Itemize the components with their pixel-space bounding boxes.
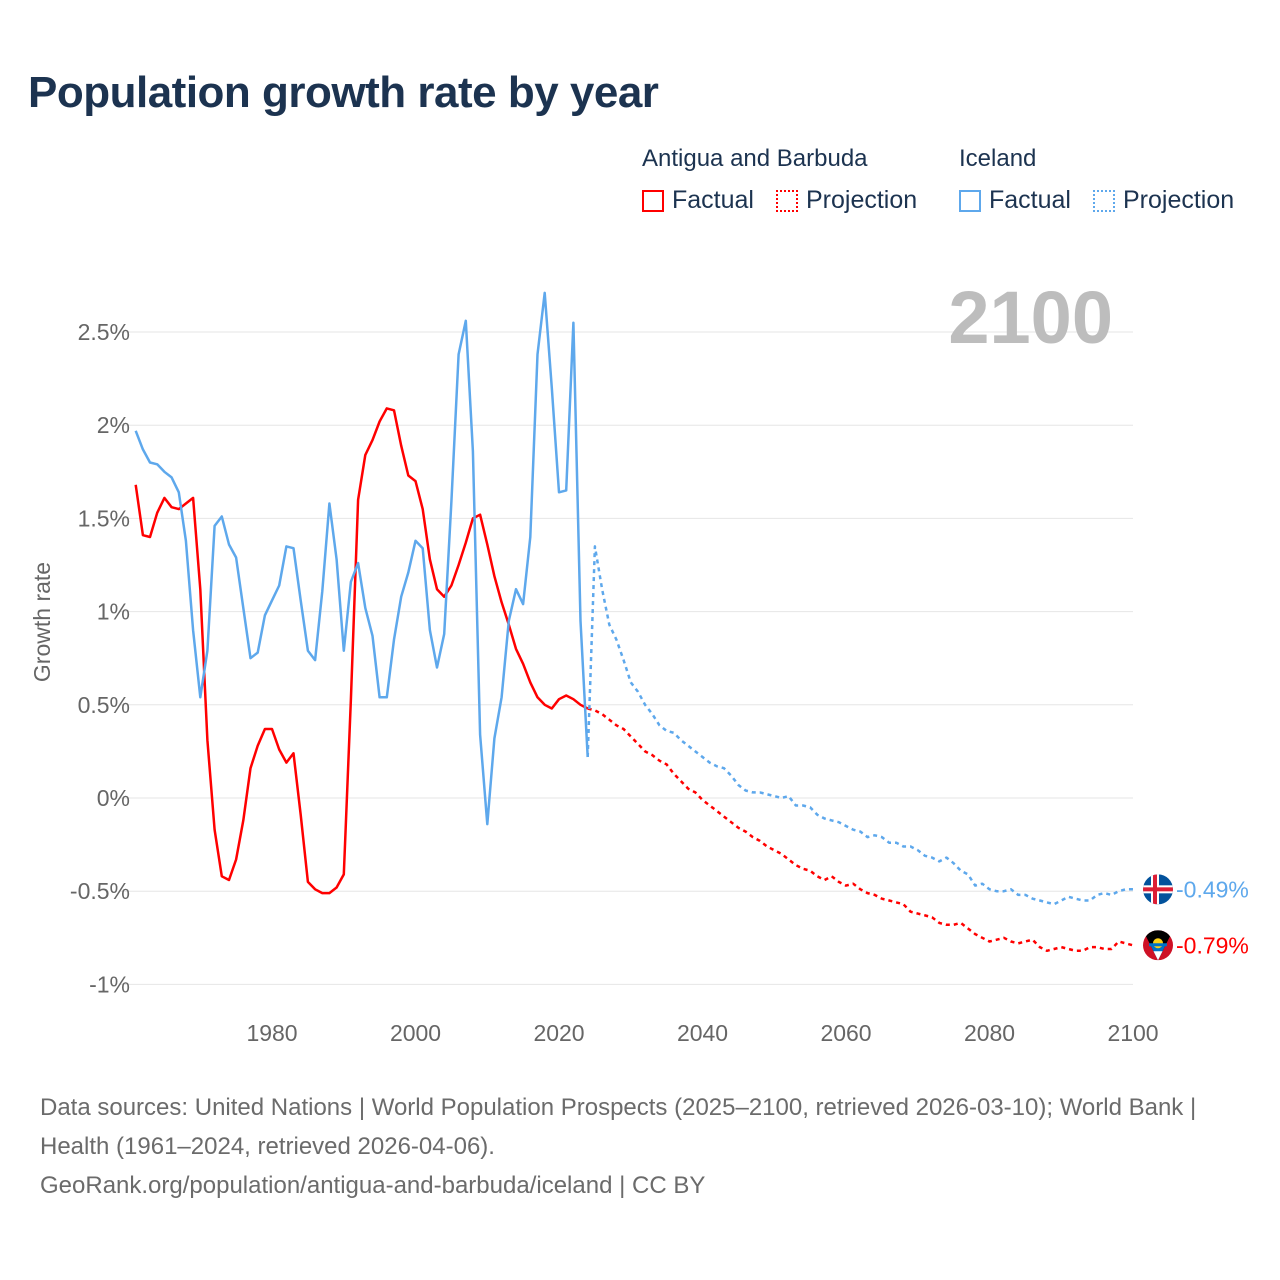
legend-label: Projection bbox=[1123, 186, 1235, 214]
x-tick-label: 2000 bbox=[390, 1020, 441, 1046]
legend-label: Factual bbox=[672, 186, 754, 214]
end-value-label: -0.79% bbox=[1176, 932, 1249, 958]
chart-title: Population growth rate by year bbox=[28, 68, 659, 117]
footer: Data sources: United Nations | World Pop… bbox=[40, 1088, 1240, 1205]
legend-swatch-solid bbox=[959, 189, 981, 212]
y-axis-label: Growth rate bbox=[29, 562, 55, 682]
legend-antigua-projection[interactable]: Projection bbox=[776, 186, 917, 215]
attribution-link[interactable]: GeoRank.org/population/antigua-and-barbu… bbox=[40, 1172, 706, 1199]
series-line bbox=[134, 291, 589, 826]
x-tick-label: 2060 bbox=[820, 1020, 871, 1046]
y-tick-label: -1% bbox=[89, 971, 130, 997]
y-tick-label: 0% bbox=[97, 785, 130, 811]
legend-swatch-solid bbox=[642, 189, 664, 212]
series-line bbox=[586, 545, 1133, 906]
legend-label: Projection bbox=[806, 186, 918, 214]
series-line bbox=[134, 407, 589, 895]
end-value-label: -0.49% bbox=[1176, 876, 1249, 902]
iceland-flag-icon bbox=[1143, 874, 1173, 905]
legend-swatch-dotted bbox=[776, 189, 798, 212]
line-chart: -1% -0.5% 0% 0.5% 1% 1.5% 2% 2.5% 1980 2000 2020 20… bbox=[29, 276, 1249, 1046]
legend-group-iceland: Iceland bbox=[959, 145, 1037, 172]
x-tick-label: 2020 bbox=[533, 1020, 584, 1046]
x-tick-label: 1980 bbox=[246, 1020, 297, 1046]
legend-label: Factual bbox=[989, 186, 1071, 214]
series-line bbox=[587, 707, 1134, 953]
y-tick-label: -0.5% bbox=[70, 878, 130, 904]
y-tick-label: 1.5% bbox=[78, 505, 130, 531]
legend-iceland-projection[interactable]: Projection bbox=[1093, 186, 1234, 215]
y-tick-label: 0.5% bbox=[78, 692, 130, 718]
antigua-flag-icon bbox=[1143, 930, 1173, 961]
legend-swatch-dotted bbox=[1093, 189, 1115, 212]
legend-iceland-factual[interactable]: Factual bbox=[959, 186, 1071, 215]
legend-group-antigua: Antigua and Barbuda bbox=[642, 145, 868, 172]
x-tick-label: 2040 bbox=[677, 1020, 728, 1046]
data-sources: Data sources: United Nations | World Pop… bbox=[40, 1094, 1197, 1160]
x-tick-label: 2100 bbox=[1107, 1020, 1158, 1046]
y-tick-label: 1% bbox=[97, 599, 130, 625]
y-tick-label: 2% bbox=[97, 412, 130, 438]
year-label: 2100 bbox=[948, 276, 1113, 359]
y-tick-label: 2.5% bbox=[78, 319, 130, 345]
x-tick-label: 2080 bbox=[964, 1020, 1015, 1046]
legend-antigua-factual[interactable]: Factual bbox=[642, 186, 754, 215]
